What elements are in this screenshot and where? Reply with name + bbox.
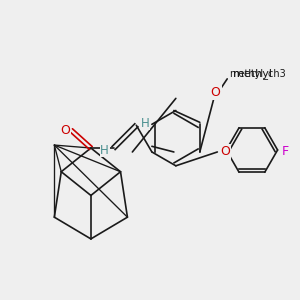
Text: O: O <box>220 146 230 158</box>
Text: O: O <box>60 124 70 137</box>
Text: methyl_ch3: methyl_ch3 <box>229 68 286 79</box>
Text: H: H <box>141 117 150 130</box>
Text: methyl: methyl <box>233 69 272 79</box>
Text: O: O <box>210 86 220 99</box>
Text: F: F <box>281 146 289 158</box>
Text: H: H <box>100 143 109 157</box>
